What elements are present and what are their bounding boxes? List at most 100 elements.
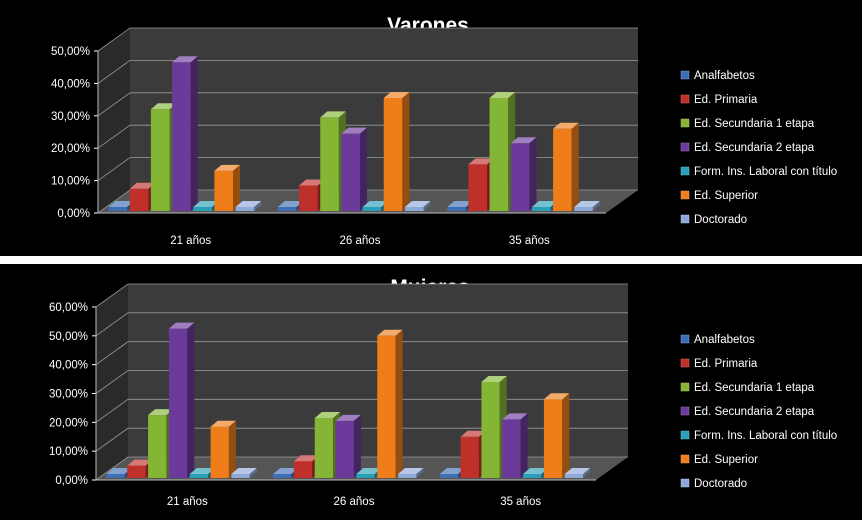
bar-side <box>423 201 431 211</box>
bar-21-años-ed-superior <box>210 420 236 478</box>
bar-35-años-ed-secundaria-2-etapa <box>510 137 537 211</box>
legend-swatch <box>680 190 690 200</box>
legend-swatch <box>680 478 690 488</box>
bar-top <box>523 468 549 474</box>
bar-side <box>190 56 198 211</box>
legend-swatch <box>680 454 690 464</box>
y-tick-label: 20,00% <box>51 143 90 155</box>
bar-front <box>277 207 297 211</box>
legend-swatch <box>680 118 690 128</box>
y-tick-label: 40,00% <box>51 78 90 90</box>
bar-26-años-ed-superior <box>383 92 410 211</box>
bar-front <box>210 426 229 478</box>
bar-front <box>193 207 212 211</box>
bar-front <box>106 474 125 478</box>
bar-side <box>592 201 600 211</box>
bar-top <box>168 322 195 329</box>
legend-entry: Ed. Secundaria 2 etapa <box>694 406 815 418</box>
bar-front <box>489 97 509 211</box>
x-category-label: 35 años <box>509 235 550 247</box>
bar-front <box>543 399 563 478</box>
y-tick-label: 60,00% <box>49 302 88 314</box>
gridline <box>97 60 638 84</box>
bar-front <box>523 474 542 478</box>
bar-side <box>360 127 367 211</box>
bar-top <box>481 376 507 382</box>
legend-swatch <box>680 166 690 176</box>
bar-front <box>127 465 146 478</box>
bar-top <box>356 468 382 474</box>
bar-top <box>383 92 410 98</box>
bar-front <box>447 207 466 211</box>
bar-26-años-ed-secundaria-2-etapa <box>341 127 367 211</box>
bar-35-años-ed-superior <box>543 393 570 478</box>
bar-top <box>553 122 579 129</box>
bar-top <box>489 92 516 98</box>
legend-entry: Ed. Primaria <box>694 358 758 370</box>
bar-front <box>299 185 318 211</box>
bar-top <box>335 414 361 421</box>
gridline <box>95 341 628 366</box>
bar-front <box>320 117 339 211</box>
bar-top <box>468 158 494 165</box>
gridline <box>95 398 628 423</box>
bar-top <box>231 468 257 474</box>
bar-front <box>574 207 593 211</box>
bar-side <box>228 420 236 478</box>
bar-side <box>402 92 410 211</box>
bar-top <box>574 201 600 207</box>
bar-top <box>439 468 466 474</box>
y-tick-label: 20,00% <box>49 417 88 429</box>
y-tick-label: 10,00% <box>49 446 88 458</box>
bar-side <box>520 413 528 478</box>
gridline <box>97 157 638 181</box>
bar-side <box>249 468 257 478</box>
bar-top <box>377 329 403 336</box>
legend-entry: Ed. Secundaria 1 etapa <box>694 382 815 394</box>
bar-front <box>335 420 354 478</box>
gridline <box>95 370 628 394</box>
x-category-label: 26 años <box>334 496 375 508</box>
bar-front <box>168 328 188 478</box>
bar-side <box>416 468 424 478</box>
gridline <box>95 427 628 452</box>
x-category-label: 26 años <box>340 235 381 247</box>
chart-mujeres: Mujeres0,00%10,00%20,00%30,00%40,00%50,0… <box>0 264 862 520</box>
y-tick-label: 0,00% <box>55 475 88 487</box>
legend-swatch <box>680 94 690 104</box>
bar-top <box>314 412 341 418</box>
x-category-label: 21 años <box>167 496 208 508</box>
bar-front <box>510 143 530 211</box>
bar-top <box>172 56 198 63</box>
bar-front <box>314 418 334 478</box>
bar-front <box>214 170 234 211</box>
bar-top <box>341 127 367 134</box>
y-tick-label: 40,00% <box>49 360 88 372</box>
bar-top <box>127 459 153 466</box>
bar-front <box>460 436 479 478</box>
bar-side <box>529 137 537 211</box>
bar-front <box>481 381 500 478</box>
chart-varones: Varones 0,00% 10,00% 20,00% 30,00% 40,00% 50,0… <box>0 0 862 256</box>
bar-front <box>468 164 488 211</box>
bar-side <box>562 393 570 478</box>
legend-entry: Ed. Superior <box>694 454 758 466</box>
bar-21-años-doctorado <box>231 468 257 478</box>
bar-side <box>395 329 403 478</box>
gridline <box>95 283 628 308</box>
legend-swatch <box>680 382 690 392</box>
bar-26-años-ed-secundaria-2-etapa <box>335 414 361 478</box>
legend-entry: Form. Ins. Laboral con título <box>694 166 837 178</box>
bar-top <box>404 201 431 207</box>
bar-front <box>377 335 396 478</box>
bar-top <box>299 179 325 186</box>
bar-front <box>231 474 250 478</box>
legend-entry: Ed. Primaria <box>694 94 758 106</box>
legend-entry: Analfabetos <box>694 334 755 346</box>
bar-front <box>502 419 521 478</box>
bar-21-años-doctorado <box>235 201 262 211</box>
bar-top <box>189 468 216 474</box>
bar-top <box>362 201 389 207</box>
bar-26-años-doctorado <box>398 468 424 478</box>
bar-front <box>172 62 191 212</box>
